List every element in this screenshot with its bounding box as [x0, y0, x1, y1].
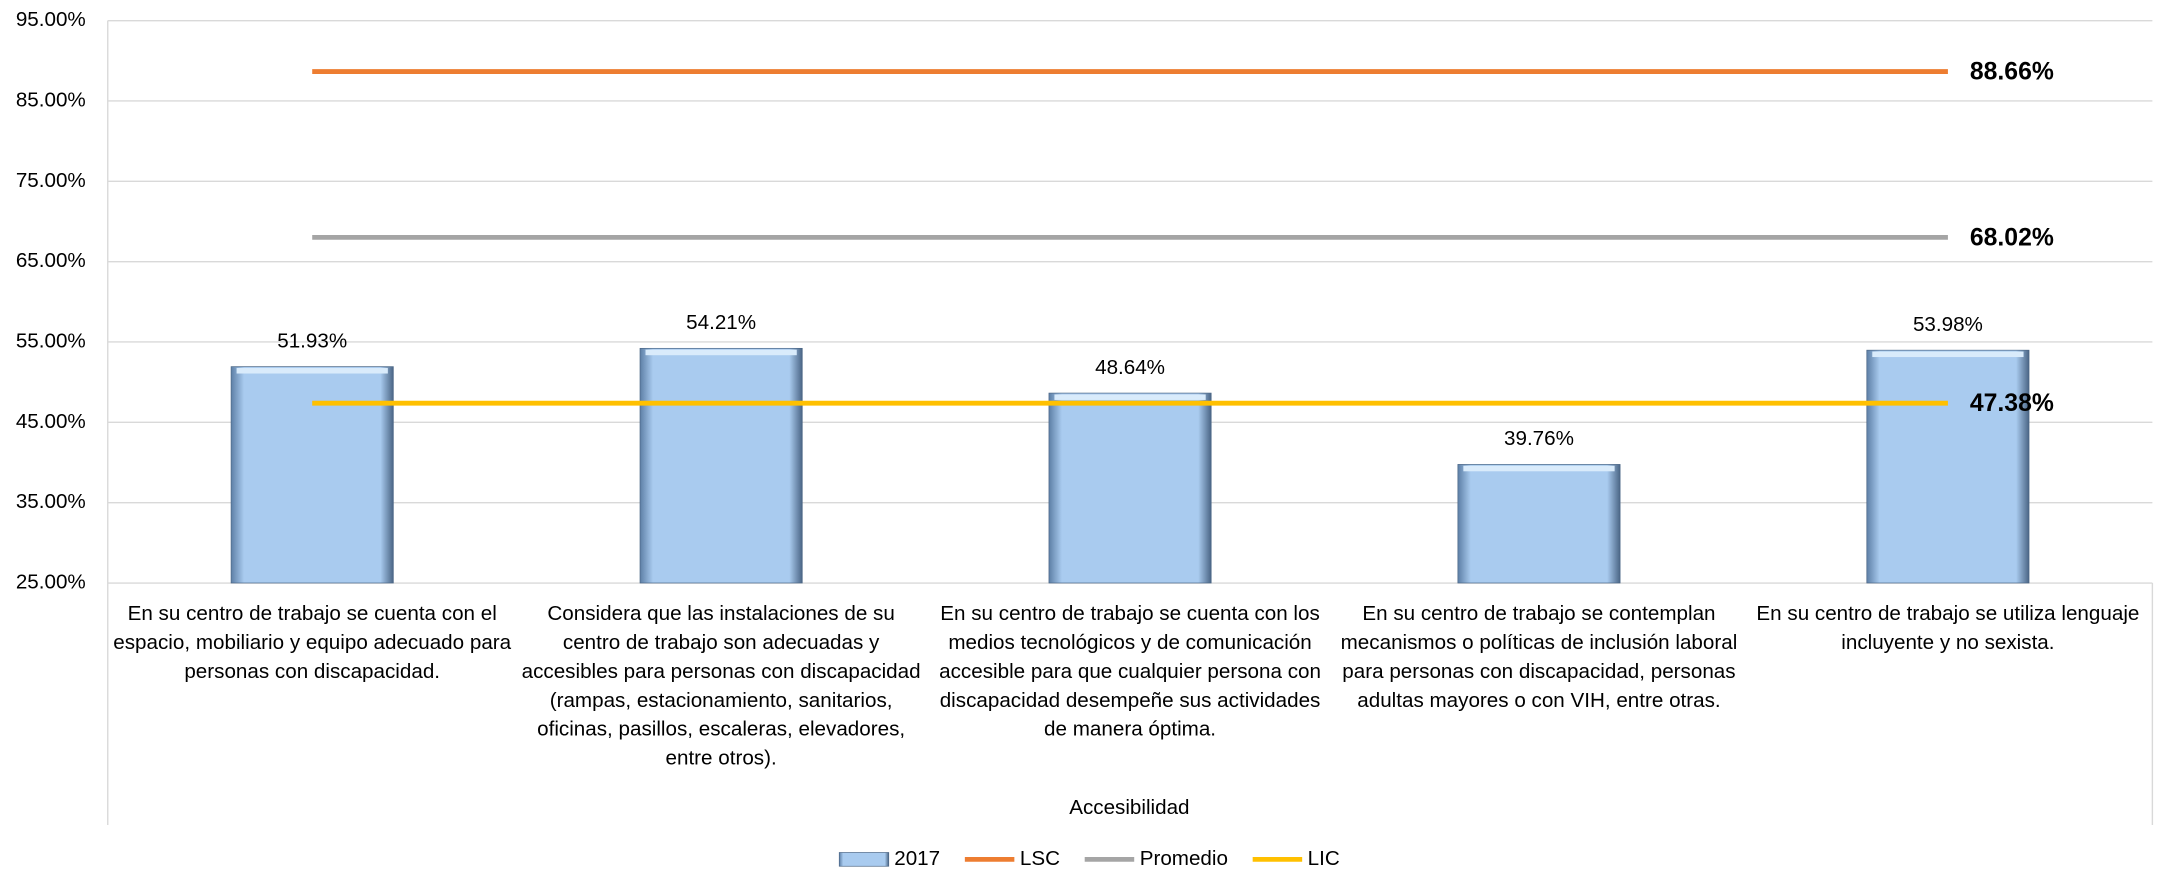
bar — [1048, 392, 1212, 584]
legend-label: 2017 — [894, 847, 940, 869]
y-tick-label: 65.00% — [16, 249, 86, 272]
x-tick-label: En su centro de trabajo se contemplan me… — [1340, 602, 1738, 713]
x-tick-label: En su centro de trabajo se cuenta con el… — [113, 602, 512, 684]
x-tick-label-box: Considera que las instalaciones de su ce… — [521, 602, 921, 770]
y-tick-label: 75.00% — [16, 169, 86, 192]
bar-highlight — [236, 368, 388, 374]
y-tick-label: 95.00% — [16, 8, 86, 31]
line-end-label: 47.38% — [1970, 390, 2054, 417]
bar-highlight — [645, 349, 797, 356]
y-tick-label: 45.00% — [16, 410, 86, 433]
x-tick-label: En su centro de trabajo se cuenta con lo… — [939, 602, 1321, 742]
x-tick-label: Considera que las instalaciones de su ce… — [521, 602, 921, 770]
legend-swatch — [838, 852, 890, 867]
bar — [230, 366, 394, 584]
bar — [1457, 464, 1621, 584]
x-axis-label: Accesibilidad — [1069, 796, 1189, 819]
y-tick-label: 85.00% — [16, 88, 86, 111]
bar — [639, 347, 803, 584]
line-end-label: 88.66% — [1970, 58, 2054, 85]
x-tick-label: En su centro de trabajo se utiliza lengu… — [1756, 602, 2140, 655]
bar-highlight — [1054, 394, 1206, 400]
data-label: 54.21% — [686, 311, 756, 334]
data-label: 48.64% — [1095, 356, 1165, 379]
bar — [1866, 349, 2030, 584]
data-label: 39.76% — [1504, 427, 1574, 450]
bar-highlight — [1463, 465, 1615, 472]
y-tick-label: 55.00% — [16, 329, 86, 352]
bar-highlight — [1872, 351, 2024, 358]
data-label: 53.98% — [1913, 313, 1983, 336]
data-label: 51.93% — [277, 329, 347, 352]
legend-label: LSC — [1020, 847, 1060, 869]
y-tick-label: 25.00% — [16, 570, 86, 593]
x-tick-label-box: En su centro de trabajo se cuenta con el… — [113, 602, 512, 684]
legend-label: Promedio — [1140, 847, 1228, 869]
x-tick-label-box: En su centro de trabajo se contemplan me… — [1340, 602, 1738, 713]
line-end-label: 68.02% — [1970, 224, 2054, 251]
y-tick-label: 35.00% — [16, 490, 86, 513]
x-tick-label-box: En su centro de trabajo se cuenta con lo… — [939, 602, 1321, 742]
legend-label: LIC — [1308, 847, 1340, 869]
x-tick-label-box: En su centro de trabajo se utiliza lengu… — [1756, 602, 2140, 655]
